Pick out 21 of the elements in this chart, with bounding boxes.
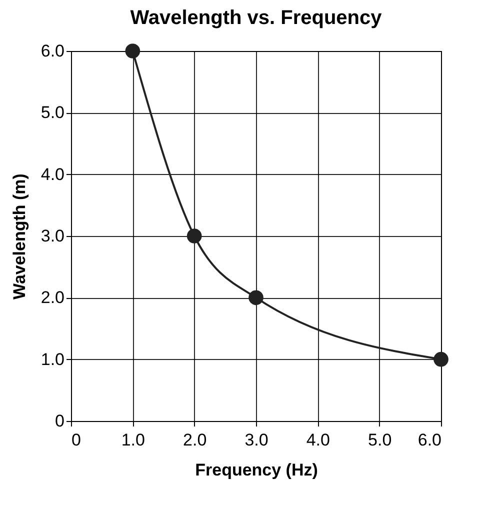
y-axis-title: Wavelength (m) [10,174,29,300]
x-tick-label: 4.0 [306,430,330,450]
point [248,290,264,306]
y-tick-label: 6.0 [40,42,64,60]
y-tick-label: 3.0 [40,226,64,246]
x-axis-title: Frequency (Hz) [195,460,318,480]
point [434,352,448,367]
x-tick-label: 6.0 [418,430,442,450]
y-tick-label: 0 [55,412,64,430]
x-tick-label: 2.0 [183,430,207,450]
y-tick-label: 5.0 [40,103,64,122]
y-tick-label: 1.0 [40,350,64,369]
x-tick-label: 5.0 [368,430,392,450]
x-tick-label: 1.0 [121,430,145,450]
y-tick-label: 2.0 [40,288,64,308]
x-tick-label: 3.0 [244,430,268,450]
x-tick-label: 0 [72,430,81,450]
y-tick-label: 4.0 [40,164,64,184]
point [186,228,202,244]
point [125,44,140,58]
chart-title: Wavelength vs. Frequency [130,7,383,29]
